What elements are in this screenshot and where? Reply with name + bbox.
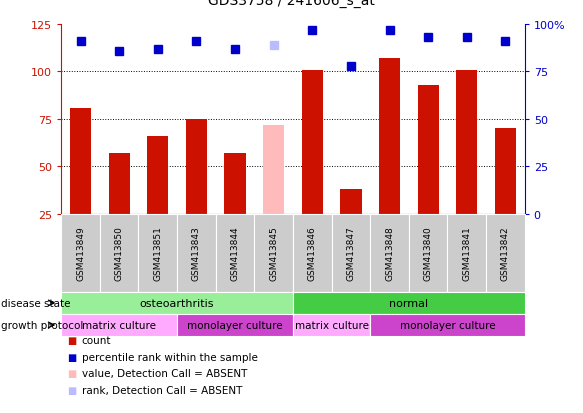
- Text: disease state: disease state: [1, 298, 70, 308]
- Text: ■: ■: [67, 352, 76, 362]
- Text: ■: ■: [67, 368, 76, 378]
- Text: GSM413851: GSM413851: [153, 226, 162, 281]
- Text: growth protocol: growth protocol: [1, 320, 83, 330]
- Text: GSM413845: GSM413845: [269, 226, 278, 280]
- Text: percentile rank within the sample: percentile rank within the sample: [82, 352, 258, 362]
- Text: GSM413849: GSM413849: [76, 226, 85, 280]
- Bar: [186, 120, 207, 214]
- Text: GSM413841: GSM413841: [462, 226, 471, 280]
- Bar: [340, 190, 361, 214]
- Bar: [108, 154, 130, 214]
- Text: ■: ■: [67, 385, 76, 395]
- Text: GSM413844: GSM413844: [230, 226, 240, 280]
- Text: monolayer culture: monolayer culture: [399, 320, 496, 330]
- Bar: [301, 70, 323, 214]
- Bar: [495, 129, 516, 214]
- Text: GSM413843: GSM413843: [192, 226, 201, 280]
- Text: rank, Detection Call = ABSENT: rank, Detection Call = ABSENT: [82, 385, 242, 395]
- Text: GSM413846: GSM413846: [308, 226, 317, 280]
- Text: value, Detection Call = ABSENT: value, Detection Call = ABSENT: [82, 368, 247, 378]
- Text: ■: ■: [67, 335, 76, 345]
- Bar: [456, 70, 477, 214]
- Bar: [147, 137, 168, 214]
- Bar: [379, 59, 400, 214]
- Text: GSM413850: GSM413850: [115, 226, 124, 281]
- Text: normal: normal: [389, 298, 429, 308]
- Bar: [224, 154, 245, 214]
- Bar: [263, 125, 285, 214]
- Text: GDS3758 / 241606_s_at: GDS3758 / 241606_s_at: [208, 0, 375, 8]
- Bar: [70, 108, 91, 214]
- Text: GSM413842: GSM413842: [501, 226, 510, 280]
- Text: matrix culture: matrix culture: [82, 320, 156, 330]
- Text: GSM413840: GSM413840: [424, 226, 433, 280]
- Text: count: count: [82, 335, 111, 345]
- Text: osteoarthritis: osteoarthritis: [140, 298, 215, 308]
- Bar: [417, 85, 439, 214]
- Text: GSM413847: GSM413847: [346, 226, 356, 280]
- Text: monolayer culture: monolayer culture: [187, 320, 283, 330]
- Text: matrix culture: matrix culture: [294, 320, 368, 330]
- Text: GSM413848: GSM413848: [385, 226, 394, 280]
